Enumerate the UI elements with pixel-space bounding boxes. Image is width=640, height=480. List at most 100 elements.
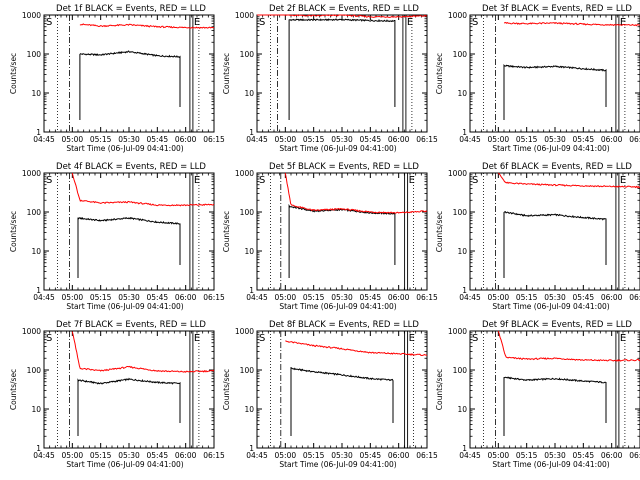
- y-axis-label: Counts/sec: [222, 53, 231, 94]
- x-axis-label: Start Time (06-Jul-09 04:41:00): [66, 144, 183, 153]
- x-tick-label: 04:45: [246, 451, 268, 460]
- chart-panel-8: Det 8f BLACK = Events, RED = LLD 1 10 100 10…: [222, 320, 438, 469]
- series-line-lld: [71, 172, 215, 207]
- y-tick-label: 10: [244, 405, 254, 414]
- chart-title: Det 3f BLACK = Events, RED = LLD: [482, 4, 632, 14]
- series-line-events: [288, 18, 396, 120]
- x-tick-label: 05:00: [488, 293, 510, 302]
- chart-title: Det 5f BLACK = Events, RED = LLD: [269, 162, 419, 172]
- x-tick-label: 05:00: [488, 451, 510, 460]
- series-line-events: [77, 216, 181, 278]
- y-tick-label: 100: [27, 366, 42, 375]
- y-tick-label: 100: [27, 208, 42, 217]
- y-tick-label: 10: [457, 89, 467, 98]
- y-tick-label: 10: [457, 405, 467, 414]
- y-axis-label: Counts/sec: [9, 211, 18, 252]
- x-tick-label: 05:45: [147, 135, 169, 144]
- series-line-lld: [79, 23, 215, 29]
- x-tick-label: 05:00: [275, 451, 297, 460]
- x-tick-label: 06:15: [629, 293, 640, 302]
- x-tick-label: 06:15: [203, 135, 225, 144]
- x-tick-label: 05:15: [303, 293, 325, 302]
- series-line-lld: [71, 331, 215, 373]
- y-tick-label: 100: [453, 50, 468, 59]
- chart-title: Det 9f BLACK = Events, RED = LLD: [482, 320, 632, 330]
- series-line-events: [288, 203, 396, 278]
- x-axis-label: Start Time (06-Jul-09 04:41:00): [279, 460, 396, 469]
- x-tick-label: 06:00: [601, 293, 623, 302]
- x-tick-label: 05:15: [90, 451, 112, 460]
- chart-title: Det 6f BLACK = Events, RED = LLD: [482, 162, 632, 172]
- chart-panel-1: Det 1f BLACK = Events, RED = LLD 1 10 100 10…: [9, 4, 225, 153]
- y-tick-label: 10: [31, 89, 41, 98]
- series-line-events: [503, 210, 607, 278]
- x-tick-label: 05:00: [62, 293, 84, 302]
- y-tick-label: 1: [36, 286, 41, 295]
- y-axis-label: Counts/sec: [435, 211, 444, 252]
- y-tick-label: 1: [462, 128, 467, 137]
- y-tick-label: 1000: [448, 11, 467, 20]
- y-tick-label: 10: [244, 89, 254, 98]
- x-tick-label: 04:45: [459, 293, 481, 302]
- x-axis-label: Start Time (06-Jul-09 04:41:00): [279, 144, 396, 153]
- x-tick-label: 06:00: [388, 135, 410, 144]
- chart-panel-2: Det 2f BLACK = Events, RED = LLD 1 10 100 10…: [222, 4, 438, 153]
- x-tick-label: 05:15: [303, 451, 325, 460]
- series-line-lld: [257, 14, 428, 18]
- start-marker-label: S: [472, 333, 478, 344]
- end-marker-label: E: [409, 175, 415, 186]
- y-tick-label: 100: [27, 50, 42, 59]
- plot-frame: [256, 14, 428, 133]
- series-line-lld: [284, 172, 428, 214]
- chart-panel-4: Det 4f BLACK = Events, RED = LLD 1 10 100 10…: [9, 162, 225, 311]
- series-line-events: [503, 63, 607, 120]
- y-tick-label: 1000: [22, 169, 41, 178]
- y-tick-label: 10: [457, 247, 467, 256]
- start-marker-label: S: [46, 175, 52, 186]
- x-tick-label: 05:30: [331, 293, 353, 302]
- x-tick-label: 05:30: [118, 451, 140, 460]
- end-marker-label: E: [409, 333, 415, 344]
- end-marker-label: E: [620, 333, 626, 344]
- chart-panel-9: Det 9f BLACK = Events, RED = LLD 1 10 100 10…: [435, 320, 640, 469]
- y-tick-label: 1: [36, 128, 41, 137]
- x-axis-label: Start Time (06-Jul-09 04:41:00): [66, 460, 183, 469]
- x-tick-label: 06:00: [175, 135, 197, 144]
- x-tick-label: 04:45: [33, 293, 55, 302]
- x-tick-label: 05:45: [360, 293, 382, 302]
- x-tick-label: 06:15: [203, 451, 225, 460]
- end-marker-label: E: [620, 17, 626, 28]
- chart-title: Det 8f BLACK = Events, RED = LLD: [269, 320, 419, 330]
- x-tick-label: 05:00: [62, 135, 84, 144]
- series-line-lld: [503, 21, 640, 27]
- x-tick-label: 05:30: [118, 293, 140, 302]
- y-tick-label: 1: [249, 286, 254, 295]
- x-tick-label: 05:45: [573, 135, 595, 144]
- x-tick-label: 05:15: [90, 135, 112, 144]
- y-tick-label: 1000: [235, 11, 254, 20]
- x-tick-label: 05:30: [331, 135, 353, 144]
- chart-title: Det 4f BLACK = Events, RED = LLD: [56, 162, 206, 172]
- end-marker-label: E: [194, 333, 200, 344]
- x-tick-label: 05:15: [516, 451, 538, 460]
- y-tick-label: 100: [453, 208, 468, 217]
- y-tick-label: 1000: [235, 169, 254, 178]
- x-tick-label: 06:15: [203, 293, 225, 302]
- chart-title: Det 7f BLACK = Events, RED = LLD: [56, 320, 206, 330]
- x-tick-label: 05:00: [488, 135, 510, 144]
- series-line-lld: [285, 340, 428, 357]
- end-marker-label: E: [194, 175, 200, 186]
- y-tick-label: 1: [462, 286, 467, 295]
- start-marker-label: S: [46, 17, 52, 28]
- x-tick-label: 06:00: [388, 451, 410, 460]
- x-tick-label: 05:30: [544, 293, 566, 302]
- x-axis-label: Start Time (06-Jul-09 04:41:00): [492, 460, 609, 469]
- start-marker-label: S: [472, 17, 478, 28]
- x-tick-label: 04:45: [246, 293, 268, 302]
- y-tick-label: 1000: [235, 327, 254, 336]
- y-tick-label: 10: [31, 247, 41, 256]
- x-tick-label: 06:15: [629, 135, 640, 144]
- y-axis-label: Counts/sec: [9, 369, 18, 410]
- x-tick-label: 06:15: [416, 293, 438, 302]
